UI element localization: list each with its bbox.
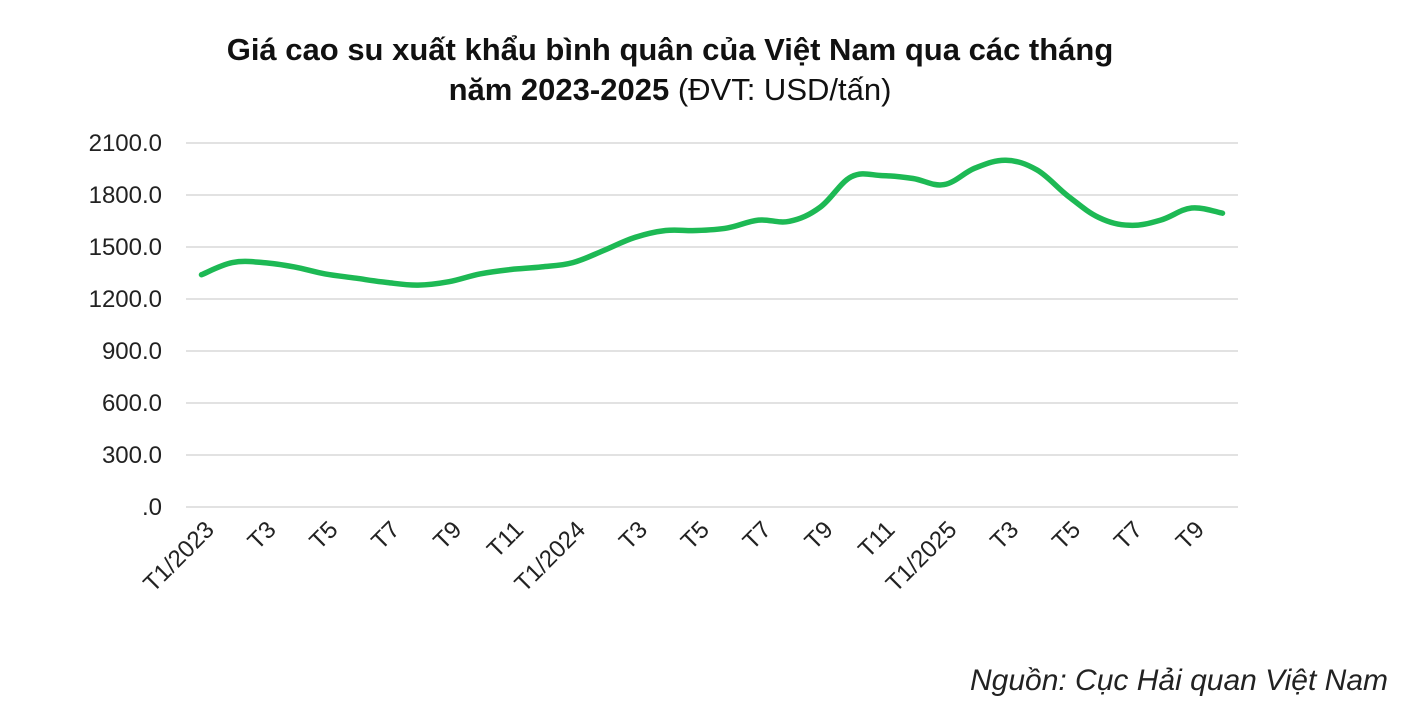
data-point	[756, 218, 761, 223]
x-tick-label: T7	[1109, 516, 1148, 555]
y-tick-label: .0	[142, 494, 162, 521]
series-layer	[198, 157, 1226, 288]
y-tick-label: 2100.0	[89, 130, 162, 157]
x-tick-label: T3	[985, 516, 1024, 555]
x-tick-label: T9	[428, 516, 467, 555]
data-point	[1096, 215, 1101, 220]
data-point	[1065, 193, 1070, 198]
x-tick-label: T7	[738, 516, 777, 555]
data-point	[818, 205, 823, 210]
x-tick-label: T1/2023	[138, 516, 219, 597]
data-point	[880, 173, 885, 178]
y-tick-label: 900.0	[102, 338, 162, 365]
x-tick-label: T3	[614, 516, 653, 555]
chart-title-unit: (ĐVT: USD/tấn)	[677, 72, 892, 107]
data-point	[1158, 218, 1163, 223]
data-point	[508, 267, 513, 272]
y-tick-label: 1500.0	[89, 234, 162, 261]
x-tick-label: T5	[1047, 516, 1086, 555]
data-point	[601, 248, 606, 253]
data-point	[911, 176, 916, 181]
data-point	[416, 283, 421, 288]
data-point	[973, 166, 978, 171]
y-tick-label: 1800.0	[89, 182, 162, 209]
x-tick-label: T11	[853, 516, 900, 563]
data-point	[199, 272, 204, 277]
x-tick-label: T9	[1171, 516, 1210, 555]
data-point	[570, 260, 575, 265]
source-note: Nguồn: Cục Hải quan Việt Nam	[969, 664, 1388, 697]
data-point	[725, 225, 730, 230]
x-tick-label: T5	[305, 516, 344, 555]
x-tick-label: T11	[482, 516, 529, 563]
y-tick-label: 600.0	[102, 390, 162, 417]
data-point	[1127, 223, 1132, 228]
data-point	[1220, 211, 1225, 216]
data-point	[1189, 206, 1194, 211]
y-tick-label: 300.0	[102, 442, 162, 469]
data-point	[787, 219, 792, 224]
data-point	[230, 260, 235, 265]
x-tick-label: T3	[243, 516, 282, 555]
data-point	[292, 264, 297, 269]
chart-title-years: năm 2023-2025	[448, 72, 670, 107]
y-tick-label: 1200.0	[89, 286, 162, 313]
chart-title-line2: năm 2023-2025 (ĐVT: USD/tấn)	[0, 70, 1340, 110]
data-point	[849, 174, 854, 179]
data-point	[942, 182, 947, 187]
series-line	[198, 157, 1226, 288]
data-point	[323, 271, 328, 276]
grid-lines	[186, 142, 1238, 508]
chart-title-line1: Giá cao su xuất khẩu bình quân của Việt …	[226, 32, 1114, 67]
data-point	[385, 280, 390, 285]
data-point	[694, 228, 699, 233]
x-tick-label: T7	[366, 516, 405, 555]
data-point	[539, 264, 544, 269]
data-point	[354, 276, 359, 281]
chart-title: Giá cao su xuất khẩu bình quân của Việt …	[0, 30, 1340, 110]
x-tick-label: T5	[676, 516, 715, 555]
y-axis-tick-labels: .0 300.0 600.0 900.0 1200.0 1500.0 1800.0 2100.…	[89, 130, 162, 521]
data-point	[632, 235, 637, 240]
data-point	[1003, 158, 1008, 163]
data-point	[261, 260, 266, 265]
data-point	[1034, 167, 1039, 172]
data-point	[663, 228, 668, 233]
x-tick-label: T9	[800, 516, 839, 555]
data-point	[477, 271, 482, 276]
data-point	[447, 279, 452, 284]
